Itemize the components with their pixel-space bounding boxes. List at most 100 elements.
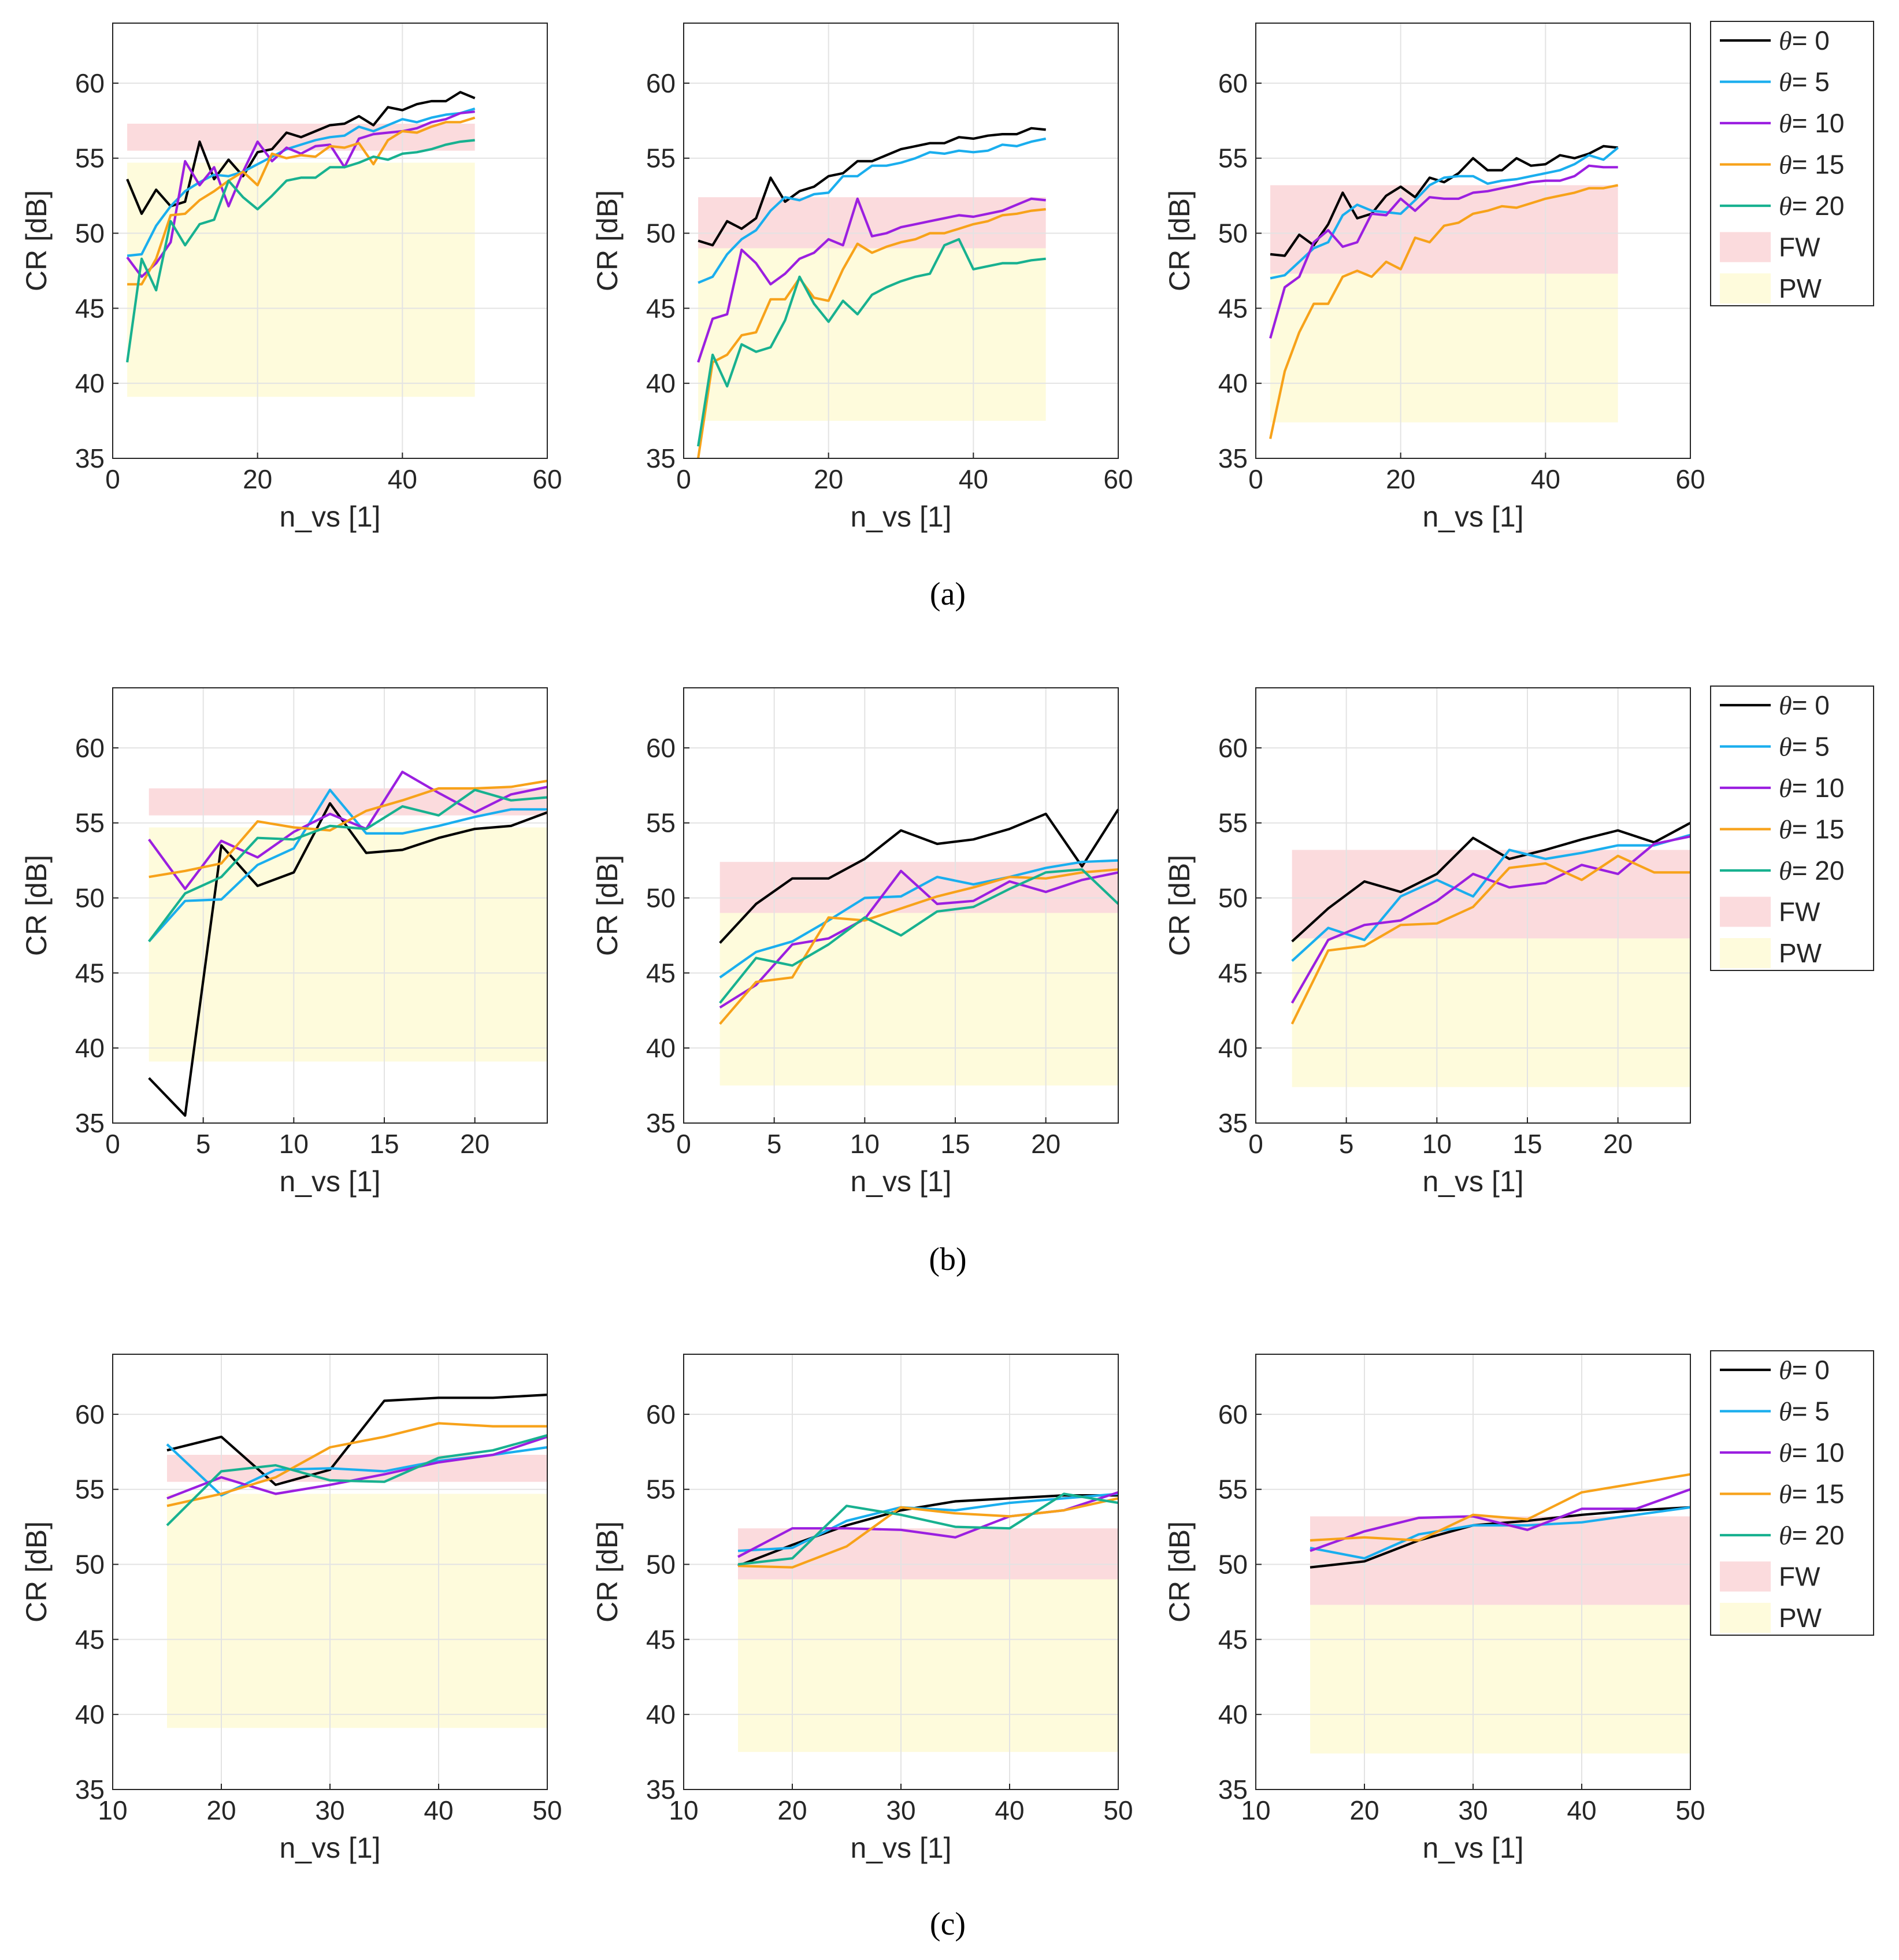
- chart-c3-band-fw: [1310, 1516, 1690, 1605]
- chart-b1-ytick-label-5: 60: [75, 733, 105, 763]
- chart-c1-ytick-label-5: 60: [75, 1399, 105, 1429]
- chart-b2-series-0: [719, 809, 1119, 944]
- chart-c2: 10 20 30 40 50 35 40 45 50 55 60 n_vs [1] CR [dB]: [591, 1354, 1133, 1864]
- chart-b1-series-1: [148, 788, 547, 943]
- chart-c3-series-3: [1310, 1473, 1691, 1542]
- chart-b3-ytick-label-2: 45: [1218, 958, 1248, 988]
- chart-c3-xtick-label-3: 40: [1567, 1795, 1596, 1825]
- chart-c2-ytick-label-5: 60: [646, 1399, 676, 1429]
- chart-c3-ytick-label-1: 40: [1218, 1699, 1248, 1729]
- legend-0-label-3: θ= 15: [1779, 150, 1844, 180]
- chart-c3-band-pw: [1310, 1605, 1690, 1754]
- chart-c3-ytick-label-0: 35: [1218, 1774, 1248, 1805]
- chart-a3-series-3: [1269, 184, 1619, 439]
- chart-a1-ytick-label-1: 40: [75, 368, 105, 398]
- chart-c2-ytick-label-0: 35: [646, 1774, 676, 1805]
- chart-a1-ytick-label-5: 60: [75, 68, 105, 98]
- legend-2-label-6: PW: [1779, 1603, 1822, 1633]
- chart-a1: 0 20 40 60 35 40 45 50 55 60 n_vs [1] CR [dB]: [20, 23, 562, 533]
- chart-b3-xlabel: n_vs [1]: [1422, 1165, 1523, 1198]
- chart-a3-ytick-label-5: 60: [1218, 68, 1248, 98]
- chart-a2-axes-box: [683, 23, 1119, 459]
- chart-a2: 0 20 40 60 35 40 45 50 55 60 n_vs [1] CR [dB]: [591, 23, 1133, 533]
- legend-1-label-6: PW: [1779, 938, 1822, 968]
- chart-a3-band-pw: [1270, 273, 1618, 423]
- chart-b2-xtick-label-3: 15: [940, 1129, 970, 1159]
- chart-b1-ytick-label-4: 55: [75, 808, 105, 838]
- chart-c1-xtick-label-4: 50: [532, 1795, 562, 1825]
- legend-1-label-4: θ= 20: [1779, 855, 1844, 885]
- chart-a1-series-2: [126, 110, 475, 278]
- chart-c1-band-fw: [167, 1454, 547, 1482]
- chart-b1: 0 5 10 15 20 35 40 45 50 55 60 n_vs [1] CR [dB]: [20, 687, 548, 1198]
- chart-c1-xtick-label-1: 20: [206, 1795, 236, 1825]
- chart-a2-series-3: [697, 208, 1046, 459]
- chart-a3-xlabel: n_vs [1]: [1422, 501, 1523, 533]
- chart-a3-ylabel: CR [dB]: [1163, 190, 1196, 291]
- chart-b2: 0 5 10 15 20 35 40 45 50 55 60 n_vs [1] CR [dB]: [591, 687, 1119, 1198]
- chart-a2-series-2: [697, 197, 1046, 363]
- chart-c3-ytick-label-2: 45: [1218, 1624, 1248, 1654]
- chart-a1-xtick-label-0: 0: [105, 464, 120, 494]
- chart-b1-xtick-label-4: 20: [460, 1129, 489, 1159]
- legend-2-label-1: θ= 5: [1779, 1396, 1830, 1427]
- chart-b3-xtick-label-3: 15: [1512, 1129, 1542, 1159]
- chart-a2-ytick-label-3: 50: [646, 218, 676, 249]
- chart-b1-xtick-label-2: 10: [279, 1129, 309, 1159]
- chart-b3-series-3: [1290, 854, 1690, 1025]
- chart-b3-xtick-label-4: 20: [1603, 1129, 1633, 1159]
- chart-a3-ytick-label-1: 40: [1218, 368, 1248, 398]
- chart-c3-series-1: [1310, 1506, 1691, 1560]
- chart-b2-ytick-label-1: 40: [646, 1033, 676, 1063]
- chart-c1-xtick-label-2: 30: [315, 1795, 344, 1825]
- chart-c1-band-pw: [167, 1494, 547, 1728]
- chart-c2-xtick-label-4: 50: [1103, 1795, 1133, 1825]
- chart-b2-band-pw: [719, 913, 1118, 1086]
- legend-0-swatch-6: [1720, 273, 1771, 303]
- chart-c1-xlabel: n_vs [1]: [279, 1832, 380, 1864]
- legend-0-label-0: θ= 0: [1779, 25, 1830, 55]
- chart-b1-xtick-label-1: 5: [196, 1129, 211, 1159]
- chart-c3-ytick-label-3: 50: [1218, 1550, 1248, 1580]
- chart-a2-xtick-label-3: 60: [1103, 464, 1133, 494]
- legend-2-label-4: θ= 20: [1779, 1520, 1844, 1550]
- chart-b2-ylabel: CR [dB]: [591, 855, 624, 956]
- chart-c3: 10 20 30 40 50 35 40 45 50 55 60 n_vs [1] CR [dB]: [1163, 1354, 1705, 1864]
- chart-b3-band-pw: [1292, 938, 1690, 1087]
- legend-0: θ= 0 θ= 5 θ= 10 θ= 15 θ= 20 FW PW: [1710, 21, 1874, 306]
- chart-a3-ytick-label-0: 35: [1218, 443, 1248, 473]
- chart-c3-xtick-label-0: 10: [1241, 1795, 1270, 1825]
- chart-b1-ytick-label-2: 45: [75, 958, 105, 988]
- legend-1-label-3: θ= 15: [1779, 814, 1844, 844]
- chart-c1-ytick-label-1: 40: [75, 1699, 105, 1729]
- chart-c2-xtick-label-2: 30: [886, 1795, 915, 1825]
- chart-c3-ytick-label-4: 55: [1218, 1474, 1248, 1505]
- chart-b1-xtick-label-0: 0: [105, 1129, 120, 1159]
- chart-c1-series-0: [166, 1394, 548, 1486]
- legends: θ= 0 θ= 5 θ= 10 θ= 15 θ= 20 FW PW θ= 0 θ= 5 θ= 10…: [1710, 21, 1874, 1636]
- chart-b2-xtick-label-2: 10: [850, 1129, 880, 1159]
- caption-b: (b): [929, 1242, 966, 1277]
- chart-c1-xtick-label-3: 40: [424, 1795, 453, 1825]
- chart-b1-band-pw: [149, 827, 548, 1062]
- chart-b2-ytick-label-5: 60: [646, 733, 676, 763]
- legend-2-label-3: θ= 15: [1779, 1479, 1844, 1509]
- chart-b1-series-3: [149, 779, 548, 879]
- legend-0-label-5: FW: [1779, 232, 1820, 262]
- chart-c2-ytick-label-2: 45: [646, 1624, 676, 1654]
- chart-c2-ylabel: CR [dB]: [591, 1521, 624, 1622]
- chart-a1-series-3: [127, 116, 476, 286]
- chart-b1-ytick-label-1: 40: [75, 1033, 105, 1063]
- chart-a3-xtick-label-1: 20: [1386, 464, 1415, 494]
- chart-b1-ylabel: CR [dB]: [20, 855, 53, 956]
- legend-1: θ= 0 θ= 5 θ= 10 θ= 15 θ= 20 FW PW: [1710, 686, 1874, 971]
- chart-c2-ytick-label-4: 55: [646, 1474, 676, 1505]
- chart-b2-ytick-label-3: 50: [646, 883, 676, 913]
- chart-a1-series-0: [126, 91, 476, 215]
- caption-c: (c): [930, 1906, 966, 1942]
- chart-a3: 0 20 40 60 35 40 45 50 55 60 n_vs [1] CR [dB]: [1163, 23, 1705, 533]
- legend-0-label-2: θ= 10: [1779, 108, 1844, 138]
- chart-b3-ytick-label-4: 55: [1218, 808, 1248, 838]
- chart-b3-ytick-label-0: 35: [1218, 1108, 1248, 1138]
